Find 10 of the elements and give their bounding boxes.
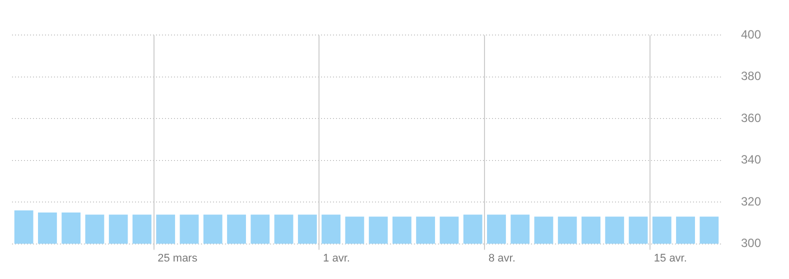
y-tick-label: 380 [740, 69, 762, 84]
x-tick-label: 25 mars [158, 252, 198, 264]
x-tick-label: 1 avr. [323, 252, 350, 264]
y-tick-label: 320 [740, 194, 762, 208]
x-tick-label: 8 avr. [488, 252, 516, 264]
x-tick-label: 15 avr. [654, 252, 687, 264]
y-tick-label: 400 [740, 28, 762, 42]
y-tick-label: 300 [740, 236, 762, 250]
y-tick-label: 360 [740, 110, 762, 125]
y-tick-label: 340 [740, 152, 762, 167]
